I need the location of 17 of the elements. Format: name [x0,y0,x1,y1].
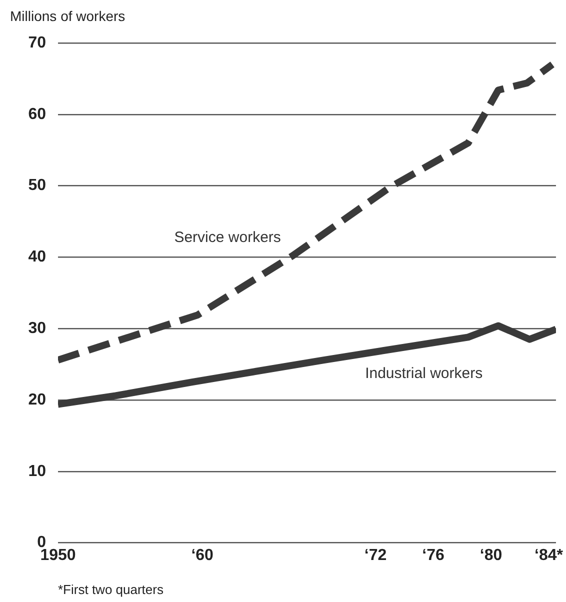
x-tick-label: 1950 [40,546,76,564]
y-tick-label: 10 [28,462,46,480]
y-tick-label: 70 [28,34,46,52]
y-tick-label: 30 [28,320,46,338]
text: *First two quarters [58,582,164,597]
x-tick-label: ‘76 [422,546,445,564]
x-tick-label: ‘60 [191,546,214,564]
series-label: Service workers [174,228,281,246]
y-tick-label: 60 [28,106,46,123]
x-tick-label: ‘84* [534,546,564,564]
x-tick-label: ‘80 [480,546,502,564]
y-tick-label: 20 [28,391,46,408]
y-axis-title: Millions of workers [10,8,126,24]
y-tick-label: 40 [28,248,46,266]
y-tick-label: 50 [28,177,46,194]
x-tick-label: ‘72 [364,546,387,564]
series-label: Industrial workers [365,365,483,382]
